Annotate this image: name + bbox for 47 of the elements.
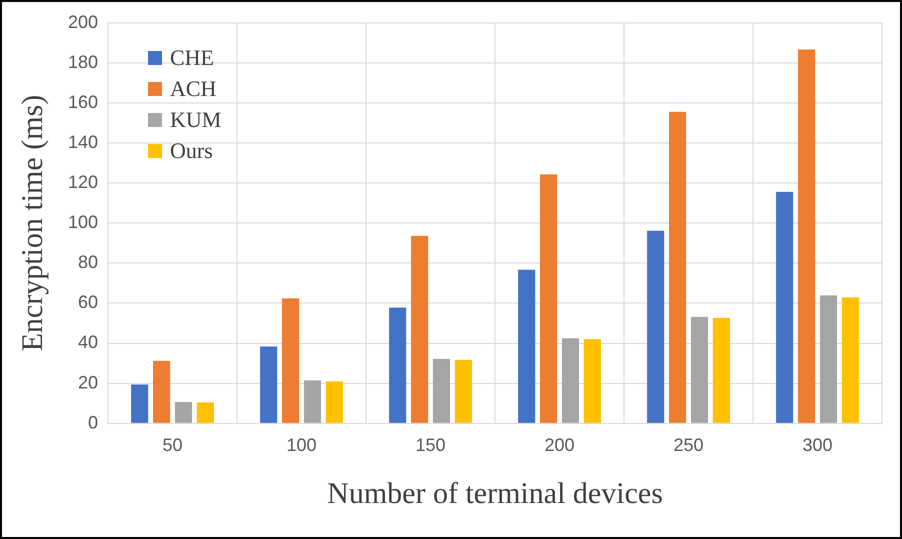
bar: [820, 295, 838, 423]
bar: [540, 174, 558, 423]
bar: [196, 402, 214, 423]
y-tick-label: 120: [68, 172, 98, 192]
x-tick-label: 100: [286, 435, 317, 456]
bar: [647, 230, 664, 423]
bar: [411, 236, 428, 423]
x-axis-title: Number of terminal devices: [327, 476, 663, 510]
bar: [776, 192, 794, 423]
bar: [842, 297, 859, 423]
y-axis-title: Encryption time (ms): [16, 94, 49, 352]
bar: [389, 308, 406, 423]
bar: [712, 318, 730, 423]
x-tick-label: 150: [415, 435, 446, 456]
bar: [282, 298, 300, 423]
bar: [174, 402, 192, 423]
bar: [668, 112, 686, 423]
y-tick-label: 60: [78, 292, 98, 312]
bar: [304, 380, 322, 423]
x-tick-label: 300: [802, 435, 833, 456]
bar: [562, 338, 580, 423]
x-tick-label: 250: [673, 435, 704, 456]
bar: [518, 270, 536, 423]
x-tick-label: 200: [544, 435, 575, 456]
bar: [798, 49, 816, 423]
bar: [454, 360, 472, 423]
bar: [153, 360, 170, 423]
legend-label: KUM: [170, 106, 222, 132]
y-tick-label: 180: [68, 52, 98, 72]
legend-label: CHE: [170, 44, 214, 70]
legend-label: Ours: [170, 138, 213, 164]
bar: [584, 339, 601, 423]
y-tick-label: 40: [78, 332, 98, 352]
y-tick-label: 100: [68, 212, 98, 232]
bar: [260, 346, 278, 423]
bar: [690, 316, 708, 423]
y-tick-label: 80: [78, 252, 98, 272]
x-tick-label: 50: [162, 435, 183, 456]
y-tick-label: 200: [68, 12, 98, 32]
y-tick-label: 20: [78, 372, 98, 392]
bar: [432, 358, 450, 423]
y-tick-label: 140: [68, 132, 98, 152]
y-tick-label: 0: [88, 412, 98, 432]
y-tick-label: 160: [68, 92, 98, 112]
bar: [131, 384, 148, 423]
bar: [326, 381, 343, 423]
legend-label: ACH: [170, 76, 216, 102]
